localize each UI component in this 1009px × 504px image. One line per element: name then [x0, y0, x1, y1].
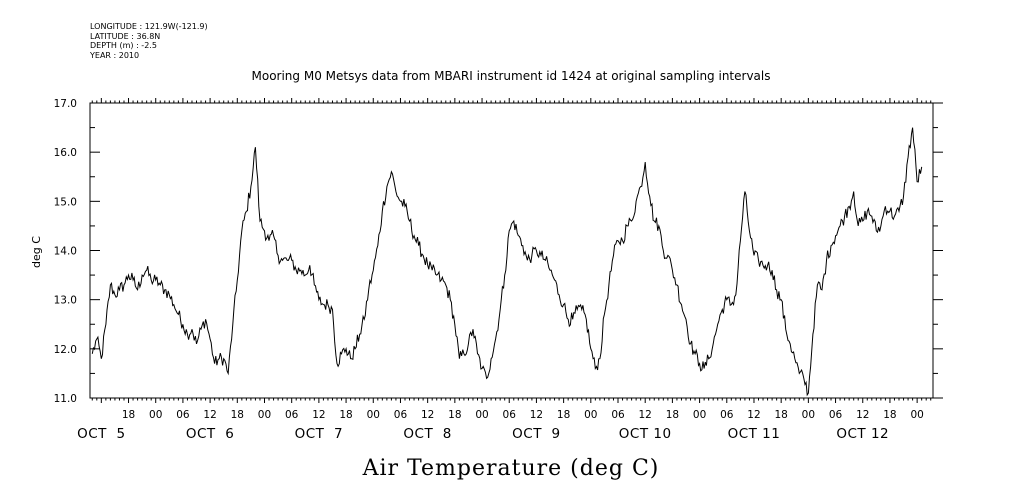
y-tick-labels: 11.0 12.0 13.0 14.0 15.0 16.0 17.0	[54, 98, 77, 405]
year-label: YEAR : 2010	[90, 50, 140, 60]
x-tick-label: 18	[448, 409, 461, 421]
metadata-block: LONGITUDE : 121.9W(-121.9) LATITUDE : 36…	[90, 22, 208, 60]
x-tick-label: 06	[720, 409, 734, 421]
y-tick-label: 17.0	[54, 98, 77, 110]
x-tick-label: 12	[421, 409, 434, 421]
latitude-label: LATITUDE : 36.8N	[90, 31, 161, 41]
depth-label: DEPTH (m) : -2.5	[90, 41, 157, 50]
x-tick-label: 00	[149, 409, 162, 421]
y-tick-label: 11.0	[54, 393, 77, 405]
y-axis-label: deg C	[30, 236, 43, 268]
x-tick-label: 12	[747, 409, 760, 421]
y-tick-label: 14.0	[54, 246, 77, 258]
date-label: OCT 12	[836, 426, 889, 442]
y-tick-label: 15.0	[54, 196, 77, 208]
chart-title: Mooring M0 Metsys data from MBARI instru…	[252, 69, 771, 83]
x-tick-label: 18	[774, 409, 787, 421]
x-tick-label: 06	[176, 409, 190, 421]
date-label: OCT 7	[295, 426, 343, 442]
x-tick-label: 00	[258, 409, 271, 421]
x-tick-label: 18	[122, 409, 135, 421]
x-tick-label: 06	[503, 409, 517, 421]
x-tick-label: 18	[666, 409, 679, 421]
x-tick-label: 18	[557, 409, 570, 421]
plot-frame	[89, 102, 934, 399]
date-label: OCT 8	[403, 426, 451, 442]
x-tick-label: 00	[802, 409, 815, 421]
date-label: OCT 5	[77, 426, 125, 442]
x-tick-label: 00	[475, 409, 488, 421]
x-tick-label: 18	[883, 409, 896, 421]
x-tick-label: 00	[910, 409, 923, 421]
x-tick-label: 06	[611, 409, 625, 421]
date-label: OCT 9	[512, 426, 560, 442]
x-tick-label: 06	[285, 409, 299, 421]
date-label: OCT 10	[619, 426, 672, 442]
x-tick-label: 12	[312, 409, 325, 421]
x-tick-label: 12	[530, 409, 543, 421]
x-tick-label: 12	[203, 409, 216, 421]
y-tick-label: 13.0	[54, 295, 77, 307]
x-tick-labels: 18 00 06 12 18 00 06 12 18 00 06 12 18 00 06 12 18 00 06 12…	[122, 409, 924, 421]
x-tick-label: 06	[394, 409, 408, 421]
x-tick-label: 18	[339, 409, 352, 421]
x-tick-label: 12	[856, 409, 869, 421]
longitude-label: LONGITUDE : 121.9W(-121.9)	[90, 22, 208, 31]
x-tick-label: 00	[584, 409, 597, 421]
date-label: OCT 11	[728, 426, 781, 442]
y-tick-label: 12.0	[54, 344, 77, 356]
axis-ticks	[90, 98, 943, 403]
x-tick-label: 00	[367, 409, 380, 421]
x-tick-label: 06	[829, 409, 843, 421]
x-axis-label: Air Temperature (deg C)	[362, 456, 660, 481]
date-label: OCT 6	[186, 426, 234, 442]
y-tick-label: 16.0	[54, 147, 77, 159]
date-labels: OCT 5 OCT 6 OCT 7 OCT 8 OCT 9 OCT 10 OCT 11 OCT…	[77, 426, 889, 442]
series-line-air-temperature	[91, 127, 923, 397]
x-tick-label: 12	[639, 409, 652, 421]
x-tick-label: 00	[693, 409, 706, 421]
x-tick-label: 18	[231, 409, 244, 421]
